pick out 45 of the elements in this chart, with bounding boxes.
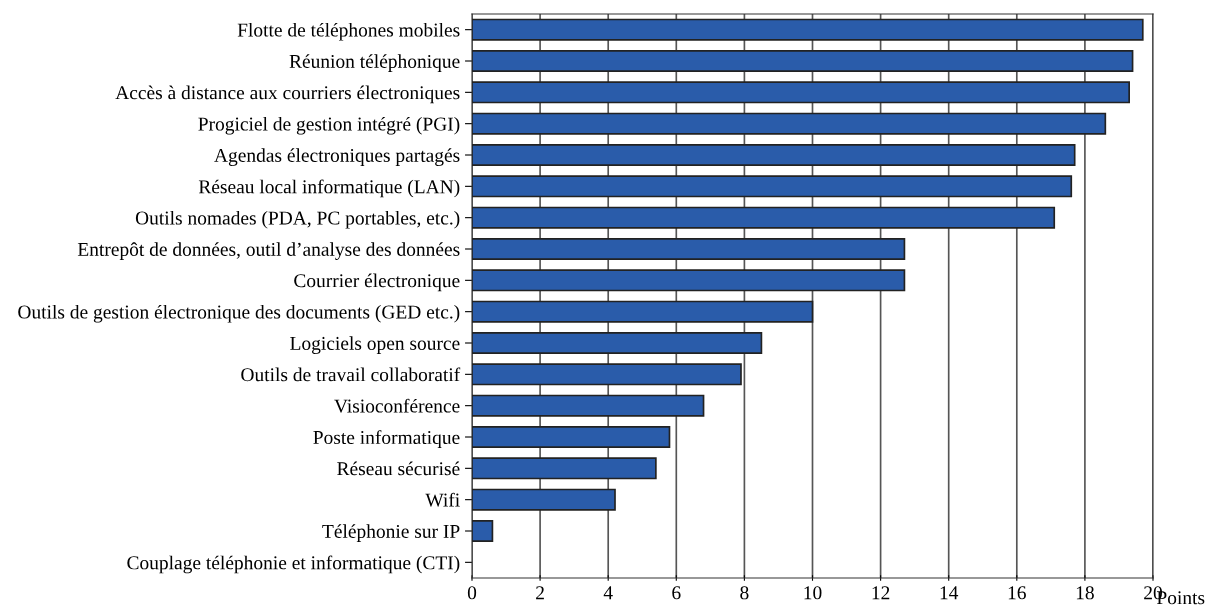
y-tick-label: Réunion téléphonique — [289, 54, 460, 72]
y-tick-label: Outils de gestion électronique des documents (GED etc.) — [18, 304, 460, 323]
y-tick-label: Logiciels open source — [290, 336, 460, 354]
bar — [472, 81, 1131, 104]
y-tick-label: Courrier électronique — [294, 273, 460, 292]
bar — [472, 425, 671, 449]
x-tick-label: 6 — [672, 586, 681, 600]
x-tick-label: 12 — [872, 586, 890, 600]
bar — [472, 237, 906, 261]
bar — [472, 18, 1144, 41]
bar — [472, 331, 763, 355]
y-tick-label: Wifi — [425, 492, 460, 507]
y-tick-label: Visioconférence — [334, 398, 460, 413]
x-tick-label: 14 — [940, 586, 959, 600]
x-tick-label: 2 — [536, 586, 544, 600]
bar — [472, 49, 1134, 73]
y-tick-label: Flotte de téléphones mobiles — [237, 22, 460, 41]
bar — [472, 519, 494, 543]
bar — [472, 112, 1107, 135]
x-tick-label: 18 — [1076, 586, 1094, 600]
bar — [472, 300, 814, 323]
x-tick-label: 10 — [804, 586, 822, 600]
x-tick-label: 8 — [740, 586, 749, 600]
y-tick-label: Téléphonie sur IP — [322, 524, 460, 542]
y-tick-label: Entrepôt de données, outil d’analyse des données — [77, 242, 460, 260]
y-tick-label: Agendas électroniques partagés — [214, 148, 460, 166]
bar — [472, 175, 1073, 198]
bar — [472, 457, 657, 480]
x-tick-label: 16 — [1008, 586, 1026, 600]
y-tick-label: Outils de travail collaboratif — [241, 367, 461, 382]
bar — [472, 394, 705, 417]
y-tick-label: Couplage téléphonie et informatique (CTI) — [127, 555, 460, 574]
bar — [472, 488, 616, 511]
x-tick-label: 4 — [603, 586, 613, 600]
bar — [472, 206, 1056, 229]
bar — [472, 363, 742, 386]
y-tick-label: Réseau sécurisé — [337, 461, 460, 476]
y-tick-label: Progiciel de gestion intégré (PGI) — [198, 116, 460, 135]
y-tick-label: Poste informatique — [313, 430, 460, 448]
y-tick-label: Réseau local informatique (LAN) — [198, 179, 460, 198]
bar — [472, 143, 1076, 167]
bar — [472, 269, 906, 292]
y-tick-label: Accès à distance aux courriers électroniques — [115, 85, 460, 104]
x-tick-label: 0 — [467, 586, 477, 600]
y-tick-label: Outils nomades (PDA, PC portables, etc.) — [135, 210, 460, 229]
